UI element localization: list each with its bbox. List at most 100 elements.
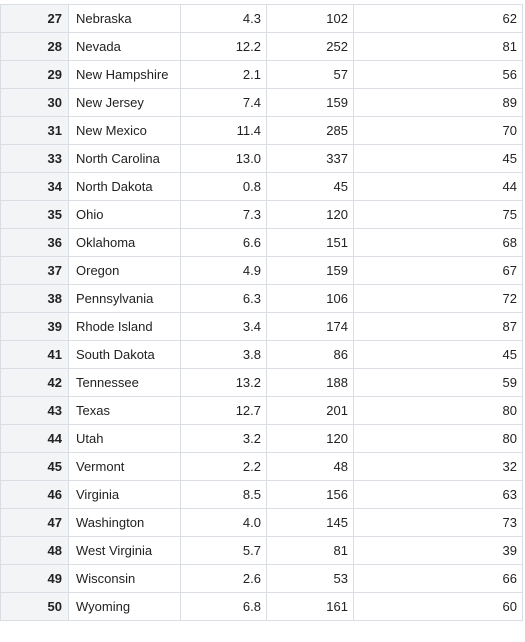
value-cell-2[interactable]: 106 bbox=[266, 284, 354, 313]
value-cell-3[interactable]: 80 bbox=[353, 396, 523, 425]
value-cell-2[interactable]: 285 bbox=[266, 116, 354, 145]
state-name-cell[interactable]: Virginia bbox=[68, 480, 181, 509]
value-cell-3[interactable]: 59 bbox=[353, 368, 523, 397]
value-cell-2[interactable]: 48 bbox=[266, 452, 354, 481]
value-cell-1[interactable]: 13.0 bbox=[180, 144, 267, 173]
value-cell-3[interactable]: 68 bbox=[353, 228, 523, 257]
value-cell-3[interactable]: 87 bbox=[353, 312, 523, 341]
row-index-cell[interactable]: 35 bbox=[0, 200, 69, 229]
value-cell-2[interactable]: 174 bbox=[266, 312, 354, 341]
state-name-cell[interactable]: Tennessee bbox=[68, 368, 181, 397]
value-cell-2[interactable]: 156 bbox=[266, 480, 354, 509]
value-cell-2[interactable]: 159 bbox=[266, 88, 354, 117]
value-cell-1[interactable]: 6.3 bbox=[180, 284, 267, 313]
value-cell-3[interactable]: 75 bbox=[353, 200, 523, 229]
value-cell-1[interactable]: 2.6 bbox=[180, 564, 267, 593]
value-cell-2[interactable]: 81 bbox=[266, 536, 354, 565]
state-name-cell[interactable]: Nevada bbox=[68, 32, 181, 61]
value-cell-1[interactable]: 12.2 bbox=[180, 32, 267, 61]
state-name-cell[interactable]: North Carolina bbox=[68, 144, 181, 173]
value-cell-3[interactable]: 60 bbox=[353, 592, 523, 621]
value-cell-1[interactable]: 11.4 bbox=[180, 116, 267, 145]
value-cell-2[interactable]: 159 bbox=[266, 256, 354, 285]
value-cell-3[interactable]: 73 bbox=[353, 508, 523, 537]
value-cell-3[interactable]: 70 bbox=[353, 116, 523, 145]
value-cell-3[interactable]: 80 bbox=[353, 424, 523, 453]
value-cell-1[interactable]: 7.3 bbox=[180, 200, 267, 229]
row-index-cell[interactable]: 39 bbox=[0, 312, 69, 341]
row-index-cell[interactable]: 44 bbox=[0, 424, 69, 453]
row-index-cell[interactable]: 48 bbox=[0, 536, 69, 565]
value-cell-2[interactable]: 120 bbox=[266, 200, 354, 229]
value-cell-1[interactable]: 6.8 bbox=[180, 592, 267, 621]
value-cell-2[interactable]: 161 bbox=[266, 592, 354, 621]
state-name-cell[interactable]: Rhode Island bbox=[68, 312, 181, 341]
value-cell-3[interactable]: 32 bbox=[353, 452, 523, 481]
value-cell-1[interactable]: 5.7 bbox=[180, 536, 267, 565]
value-cell-2[interactable]: 45 bbox=[266, 172, 354, 201]
row-index-cell[interactable]: 37 bbox=[0, 256, 69, 285]
state-name-cell[interactable]: New Jersey bbox=[68, 88, 181, 117]
state-name-cell[interactable]: Texas bbox=[68, 396, 181, 425]
row-index-cell[interactable]: 41 bbox=[0, 340, 69, 369]
row-index-cell[interactable]: 33 bbox=[0, 144, 69, 173]
value-cell-2[interactable]: 53 bbox=[266, 564, 354, 593]
state-name-cell[interactable]: Nebraska bbox=[68, 4, 181, 33]
row-index-cell[interactable]: 47 bbox=[0, 508, 69, 537]
row-index-cell[interactable]: 45 bbox=[0, 452, 69, 481]
value-cell-1[interactable]: 4.3 bbox=[180, 4, 267, 33]
value-cell-1[interactable]: 2.2 bbox=[180, 452, 267, 481]
value-cell-3[interactable]: 66 bbox=[353, 564, 523, 593]
row-index-cell[interactable]: 36 bbox=[0, 228, 69, 257]
state-name-cell[interactable]: New Mexico bbox=[68, 116, 181, 145]
value-cell-3[interactable]: 39 bbox=[353, 536, 523, 565]
value-cell-3[interactable]: 81 bbox=[353, 32, 523, 61]
value-cell-1[interactable]: 3.8 bbox=[180, 340, 267, 369]
value-cell-1[interactable]: 3.4 bbox=[180, 312, 267, 341]
value-cell-3[interactable]: 63 bbox=[353, 480, 523, 509]
state-name-cell[interactable]: West Virginia bbox=[68, 536, 181, 565]
state-name-cell[interactable]: Ohio bbox=[68, 200, 181, 229]
state-name-cell[interactable]: Washington bbox=[68, 508, 181, 537]
row-index-cell[interactable]: 31 bbox=[0, 116, 69, 145]
value-cell-3[interactable]: 89 bbox=[353, 88, 523, 117]
row-index-cell[interactable]: 46 bbox=[0, 480, 69, 509]
state-name-cell[interactable]: Vermont bbox=[68, 452, 181, 481]
value-cell-2[interactable]: 120 bbox=[266, 424, 354, 453]
value-cell-1[interactable]: 0.8 bbox=[180, 172, 267, 201]
value-cell-2[interactable]: 145 bbox=[266, 508, 354, 537]
row-index-cell[interactable]: 29 bbox=[0, 60, 69, 89]
value-cell-2[interactable]: 337 bbox=[266, 144, 354, 173]
row-index-cell[interactable]: 43 bbox=[0, 396, 69, 425]
value-cell-1[interactable]: 7.4 bbox=[180, 88, 267, 117]
value-cell-3[interactable]: 56 bbox=[353, 60, 523, 89]
value-cell-2[interactable]: 151 bbox=[266, 228, 354, 257]
state-name-cell[interactable]: Pennsylvania bbox=[68, 284, 181, 313]
value-cell-1[interactable]: 4.9 bbox=[180, 256, 267, 285]
value-cell-2[interactable]: 201 bbox=[266, 396, 354, 425]
value-cell-1[interactable]: 13.2 bbox=[180, 368, 267, 397]
value-cell-1[interactable]: 4.0 bbox=[180, 508, 267, 537]
value-cell-1[interactable]: 3.2 bbox=[180, 424, 267, 453]
value-cell-3[interactable]: 45 bbox=[353, 144, 523, 173]
value-cell-1[interactable]: 12.7 bbox=[180, 396, 267, 425]
row-index-cell[interactable]: 27 bbox=[0, 4, 69, 33]
value-cell-2[interactable]: 102 bbox=[266, 4, 354, 33]
state-name-cell[interactable]: Wyoming bbox=[68, 592, 181, 621]
state-name-cell[interactable]: Oklahoma bbox=[68, 228, 181, 257]
row-index-cell[interactable]: 42 bbox=[0, 368, 69, 397]
value-cell-2[interactable]: 57 bbox=[266, 60, 354, 89]
value-cell-3[interactable]: 45 bbox=[353, 340, 523, 369]
state-name-cell[interactable]: Oregon bbox=[68, 256, 181, 285]
value-cell-3[interactable]: 62 bbox=[353, 4, 523, 33]
value-cell-2[interactable]: 252 bbox=[266, 32, 354, 61]
value-cell-3[interactable]: 44 bbox=[353, 172, 523, 201]
value-cell-1[interactable]: 6.6 bbox=[180, 228, 267, 257]
row-index-cell[interactable]: 34 bbox=[0, 172, 69, 201]
state-name-cell[interactable]: South Dakota bbox=[68, 340, 181, 369]
value-cell-1[interactable]: 8.5 bbox=[180, 480, 267, 509]
row-index-cell[interactable]: 28 bbox=[0, 32, 69, 61]
row-index-cell[interactable]: 30 bbox=[0, 88, 69, 117]
value-cell-1[interactable]: 2.1 bbox=[180, 60, 267, 89]
state-name-cell[interactable]: Utah bbox=[68, 424, 181, 453]
